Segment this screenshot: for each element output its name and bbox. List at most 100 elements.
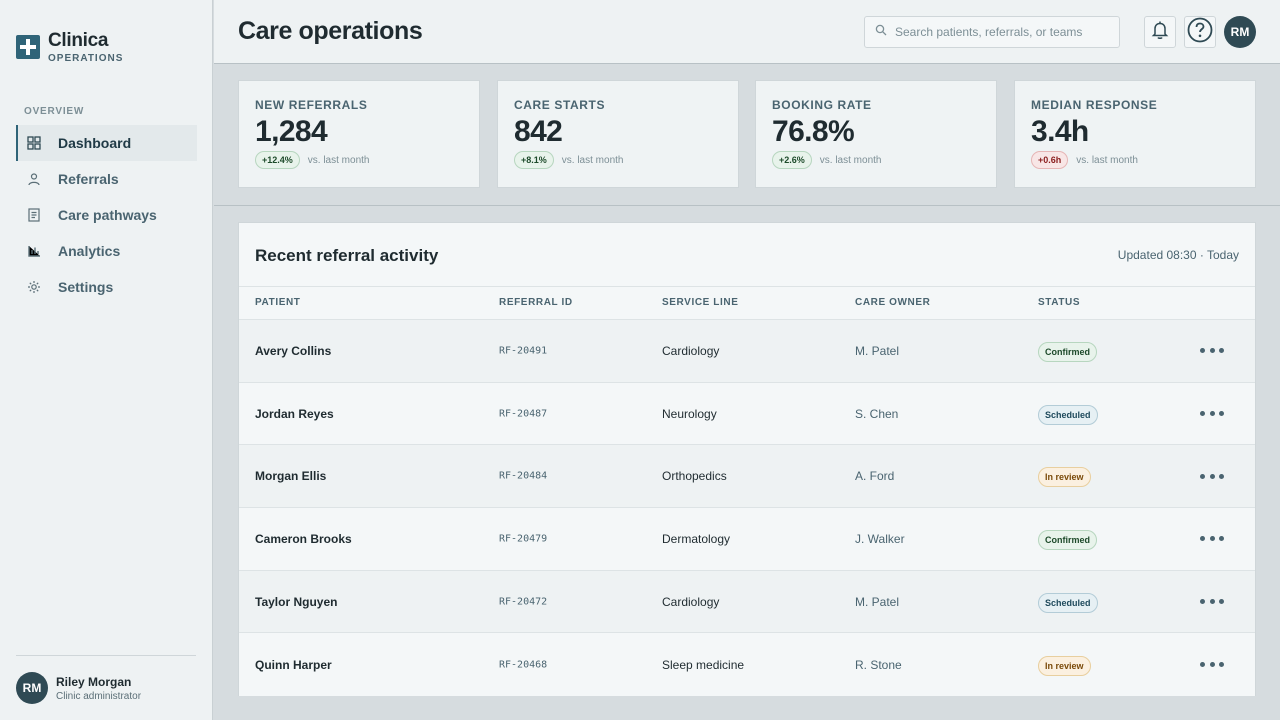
care-owner: M. Patel [855, 594, 900, 609]
recent-activity-card: Recent referral activity Updated 08:30 ·… [238, 222, 1256, 697]
help-button[interactable] [1184, 16, 1216, 48]
kpi-card-new-referrals: NEW REFERRALS 1,284 +12.4% vs. last mont… [238, 80, 480, 188]
column-header-status[interactable]: STATUS [1038, 297, 1081, 308]
table-row[interactable]: Taylor Nguyen RF-20472 Cardiology M. Pat… [239, 570, 1255, 634]
more-dots-icon [1200, 536, 1205, 542]
service-line: Cardiology [662, 594, 720, 609]
care-owner: R. Stone [855, 657, 902, 672]
user-role: Clinic administrator [56, 690, 142, 702]
brand-subtitle: OPERATIONS [48, 53, 124, 64]
status-badge: Scheduled [1038, 404, 1098, 425]
status-badge: In review [1038, 467, 1091, 488]
table-row[interactable]: Avery Collins RF-20491 Cardiology M. Pat… [239, 320, 1255, 383]
sidebar-nav: Dashboard Referrals Care pathways Analyt… [16, 125, 197, 305]
status-badge: Confirmed [1038, 341, 1097, 362]
brand-name: Clinica [48, 30, 109, 51]
sidebar-item-dashboard[interactable]: Dashboard [16, 125, 197, 161]
header-avatar[interactable]: RM [1224, 16, 1256, 48]
row-actions-button[interactable] [1200, 531, 1224, 547]
grid-icon [26, 135, 42, 151]
sidebar-item-referrals[interactable]: Referrals [16, 161, 197, 197]
search-box[interactable] [864, 16, 1120, 48]
patient-name[interactable]: Jordan Reyes [255, 406, 334, 421]
help-icon [1187, 17, 1213, 48]
user-name: Riley Morgan [56, 674, 132, 689]
sidebar-item-analytics[interactable]: Analytics [16, 233, 197, 269]
user-profile[interactable]: RM Riley Morgan Clinic administrator [16, 672, 141, 704]
column-header-service-line[interactable]: SERVICE LINE [662, 297, 739, 308]
care-owner: M. Patel [855, 343, 900, 358]
kpi-card-median-response: MEDIAN RESPONSE 3.4h +0.6h vs. last mont… [1014, 80, 1256, 188]
kpi-note: vs. last month [307, 154, 370, 166]
table-row[interactable]: Jordan Reyes RF-20487 Neurology S. Chen … [239, 382, 1255, 446]
sidebar-item-settings[interactable]: Settings [16, 269, 197, 305]
status-badge: In review [1038, 655, 1091, 676]
bell-icon [1151, 20, 1169, 45]
kpi-label: BOOKING RATE [772, 98, 872, 112]
brand-logo[interactable]: Clinica OPERATIONS [16, 30, 123, 64]
avatar: RM [16, 672, 48, 704]
search-input[interactable] [895, 25, 1115, 39]
sidebar-item-label: Dashboard [58, 135, 132, 151]
patient-name[interactable]: Taylor Nguyen [255, 594, 338, 609]
updated-timestamp: Updated 08:30 · Today [1117, 248, 1239, 262]
table-row[interactable]: Cameron Brooks RF-20479 Dermatology J. W… [239, 508, 1255, 571]
kpi-label: CARE STARTS [514, 98, 606, 112]
sidebar-item-label: Analytics [58, 243, 121, 259]
row-actions-button[interactable] [1200, 594, 1224, 610]
delta-badge: +0.6h [1031, 151, 1069, 169]
kpi-note: vs. last month [819, 154, 882, 166]
sidebar-divider [16, 655, 196, 656]
document-icon [26, 207, 42, 223]
page-title: Care operations [238, 17, 423, 45]
patient-name[interactable]: Morgan Ellis [255, 469, 327, 484]
row-actions-button[interactable] [1200, 468, 1224, 484]
more-dots-icon [1200, 411, 1205, 417]
notifications-button[interactable] [1144, 16, 1176, 48]
referral-id: RF-20479 [499, 533, 548, 545]
row-actions-button[interactable] [1200, 406, 1224, 422]
table-row[interactable]: Quinn Harper RF-20468 Sleep medicine R. … [239, 633, 1255, 697]
plus-icon [16, 35, 40, 59]
kpi-card-booking-rate: BOOKING RATE 76.8% +2.6% vs. last month [755, 80, 997, 188]
search-icon [875, 23, 887, 41]
bar-chart-icon [26, 243, 42, 259]
kpi-value: 76.8% [772, 115, 855, 148]
sidebar-item-label: Settings [58, 279, 114, 295]
kpi-note: vs. last month [561, 154, 624, 166]
referral-id: RF-20491 [499, 345, 548, 357]
kpi-note: vs. last month [1076, 154, 1138, 166]
table-header: PATIENT REFERRAL ID SERVICE LINE CARE OW… [239, 287, 1255, 320]
kpi-value: 842 [514, 115, 563, 148]
person-icon [26, 171, 42, 187]
sidebar-item-care-pathways[interactable]: Care pathways [16, 197, 197, 233]
more-dots-icon [1200, 348, 1205, 354]
sidebar-item-label: Care pathways [58, 207, 157, 223]
column-header-referral-id[interactable]: REFERRAL ID [499, 297, 573, 308]
top-header: Care operations RM [214, 0, 1280, 64]
table-body: Avery Collins RF-20491 Cardiology M. Pat… [239, 320, 1255, 697]
service-line: Cardiology [662, 343, 720, 358]
service-line: Neurology [662, 406, 717, 421]
column-header-care-owner[interactable]: CARE OWNER [855, 297, 931, 308]
kpi-card-care-starts: CARE STARTS 842 +8.1% vs. last month [497, 80, 739, 188]
delta-badge: +12.4% [255, 151, 300, 169]
kpi-value: 3.4h [1031, 115, 1089, 148]
kpi-section: NEW REFERRALS 1,284 +12.4% vs. last mont… [214, 64, 1280, 206]
table-row[interactable]: Morgan Ellis RF-20484 Orthopedics A. For… [239, 445, 1255, 509]
kpi-value: 1,284 [255, 115, 328, 148]
column-header-patient[interactable]: PATIENT [255, 297, 301, 308]
row-actions-button[interactable] [1200, 343, 1224, 359]
more-dots-icon [1200, 599, 1205, 605]
care-owner: A. Ford [855, 469, 895, 484]
patient-name[interactable]: Avery Collins [255, 343, 332, 358]
patient-name[interactable]: Quinn Harper [255, 657, 332, 672]
delta-badge: +8.1% [514, 151, 554, 169]
service-line: Sleep medicine [662, 657, 745, 672]
row-actions-button[interactable] [1200, 657, 1224, 673]
kpi-label: MEDIAN RESPONSE [1031, 98, 1158, 112]
patient-name[interactable]: Cameron Brooks [255, 531, 352, 546]
referral-id: RF-20487 [499, 408, 548, 420]
referral-id: RF-20468 [499, 659, 548, 671]
care-owner: J. Walker [855, 531, 905, 546]
